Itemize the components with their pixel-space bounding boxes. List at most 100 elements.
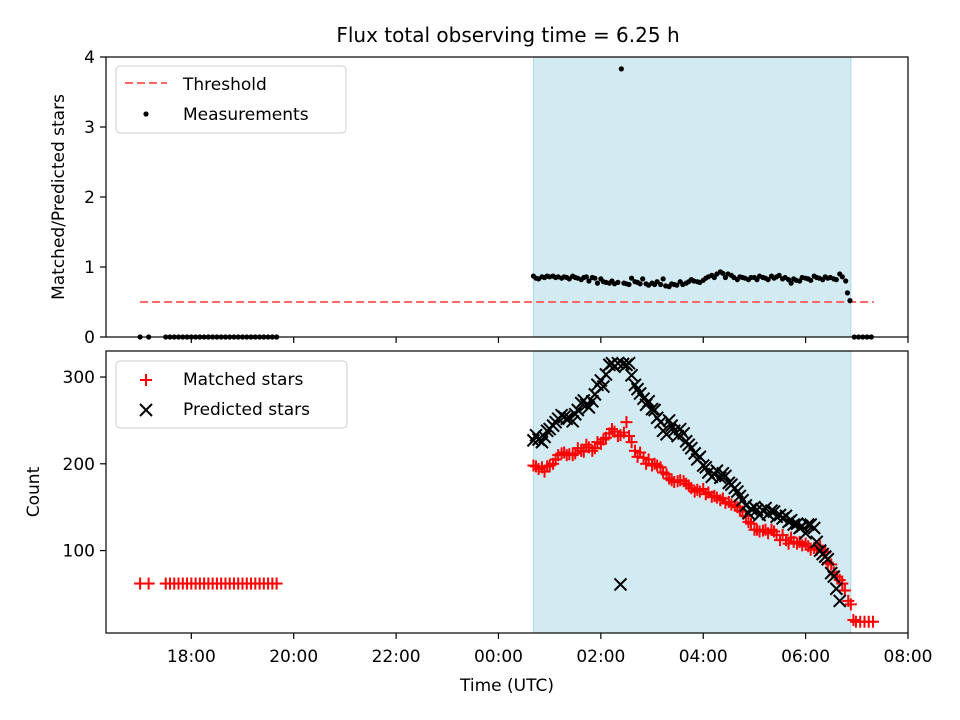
matched-stars-point (825, 558, 838, 571)
x-tick-label: 00:00 (474, 647, 523, 667)
x-tick-label: 22:00 (372, 647, 421, 667)
measurement-point (657, 281, 664, 288)
measurement-point (847, 298, 853, 304)
predicted-stars-point (833, 594, 847, 608)
measurement-point (618, 66, 624, 72)
matched-stars-point (765, 523, 778, 536)
matched-stars-point (605, 423, 618, 436)
matched-stars-point (654, 461, 667, 474)
count-legend-box (115, 360, 348, 429)
y-tick-label: 100 (63, 542, 95, 562)
predicted-stars-point (613, 577, 628, 592)
matched-stars-point (625, 436, 638, 449)
measurement-point (594, 280, 601, 286)
measurement-point (660, 276, 666, 282)
x-tick-label: 18:00 (167, 647, 216, 667)
matched-stars-point (867, 615, 880, 628)
predicted-stars-point (624, 368, 639, 383)
predicted-stars-point (829, 582, 844, 596)
predicted-stars-point (807, 521, 821, 535)
matched-stars-point (620, 416, 633, 429)
y-tick-label: 300 (63, 368, 95, 388)
matched-stars-legend-swatch (140, 374, 152, 386)
ratio-axes: 0 1 2 3 4 (84, 48, 909, 348)
y-tick-label: 1 (84, 258, 95, 278)
matched-stars-point (597, 433, 610, 446)
matched-stars-point (637, 451, 650, 464)
predicted-stars-point (647, 403, 662, 417)
measurement-point (674, 282, 680, 288)
predicted-stars-point (693, 450, 707, 464)
measurement-point (637, 281, 643, 287)
count-panel: 100 200 300 18:00 20:00 22:00 00:00 02:00 04:00 0… (24, 350, 933, 696)
matched-stars-point (742, 515, 755, 528)
predicted-stars-point (718, 469, 733, 483)
x-axis-label: Time (UTC) (459, 676, 554, 696)
measurement-point (808, 277, 814, 283)
measurement-point (788, 280, 794, 286)
matched-stars-point (566, 449, 579, 462)
predicted-stars-point (827, 569, 841, 584)
matched-stars-point (586, 444, 599, 457)
measurement-point (776, 272, 782, 278)
y-tick-label: 4 (84, 48, 95, 68)
measurement-point (839, 274, 845, 280)
measurement-point (586, 278, 592, 284)
predicted-stars-point (565, 414, 580, 428)
predicted-stars-point (622, 356, 636, 370)
measurements-legend-swatch (143, 111, 149, 117)
measurement-point (765, 277, 771, 283)
predicted-stars-point (596, 379, 611, 394)
matched-stars-point (623, 430, 636, 443)
measurement-point (720, 270, 726, 276)
measurement-point (615, 279, 621, 285)
predicted-stars-point (798, 526, 813, 540)
y-tick-label: 0 (84, 328, 95, 348)
matched-stars-point (847, 613, 860, 626)
predicted-stars-point (821, 552, 835, 566)
predicted-stars-point (582, 400, 596, 415)
count-y-axis-label: Count (24, 466, 44, 517)
predicted-stars-point (585, 394, 600, 409)
measurement-point (843, 278, 849, 284)
matched-stars-point (699, 488, 712, 501)
observing-window-shade (532, 56, 852, 338)
predicted-stars-point (641, 394, 656, 409)
ratio-legend: Threshold Measurements (115, 65, 347, 134)
axes-frame (105, 350, 909, 634)
x-tick-label: 04:00 (679, 647, 728, 667)
threshold-legend-label: Threshold (182, 75, 267, 95)
y-tick-label: 2 (84, 188, 95, 208)
ratio-legend-box (115, 65, 347, 134)
observing-window-shade-top (532, 56, 852, 338)
chart-title: Flux total observing time = 6.25 h (336, 23, 679, 47)
matched-stars-point (745, 517, 758, 530)
matched-stars-point (682, 479, 695, 492)
predicted-stars-legend-label: Predicted stars (183, 400, 310, 420)
predicted-stars-legend-swatch (139, 403, 153, 417)
count-legend: Matched stars Predicted stars (115, 360, 348, 429)
predicted-stars-point (659, 427, 674, 442)
matched-stars-point (569, 447, 582, 460)
matched-stars-point (714, 494, 727, 507)
matched-stars-point (558, 446, 571, 459)
ratio-y-axis-label: Matched/Predicted stars (49, 94, 69, 300)
x-tick-label: 06:00 (781, 647, 830, 667)
x-tick-label: 20:00 (269, 647, 318, 667)
predicted-stars-point (801, 517, 815, 532)
matched-stars-point (142, 577, 155, 590)
matched-stars-point (844, 598, 857, 611)
predicted-stars-point (645, 402, 659, 416)
measurement-point (626, 281, 632, 288)
matched-stars-series (134, 416, 880, 628)
matched-stars-point (538, 465, 551, 478)
matched-stars-point (628, 444, 641, 457)
matched-stars-point (799, 537, 812, 550)
predicted-stars-point (676, 426, 691, 441)
matched-stars-legend-label: Matched stars (183, 370, 303, 390)
measurement-point (628, 275, 635, 281)
measurement-point (583, 274, 589, 280)
predicted-stars-point (571, 403, 585, 417)
count-axes: 100 200 300 18:00 20:00 22:00 00:00 02:00 04:00 0… (63, 350, 933, 667)
